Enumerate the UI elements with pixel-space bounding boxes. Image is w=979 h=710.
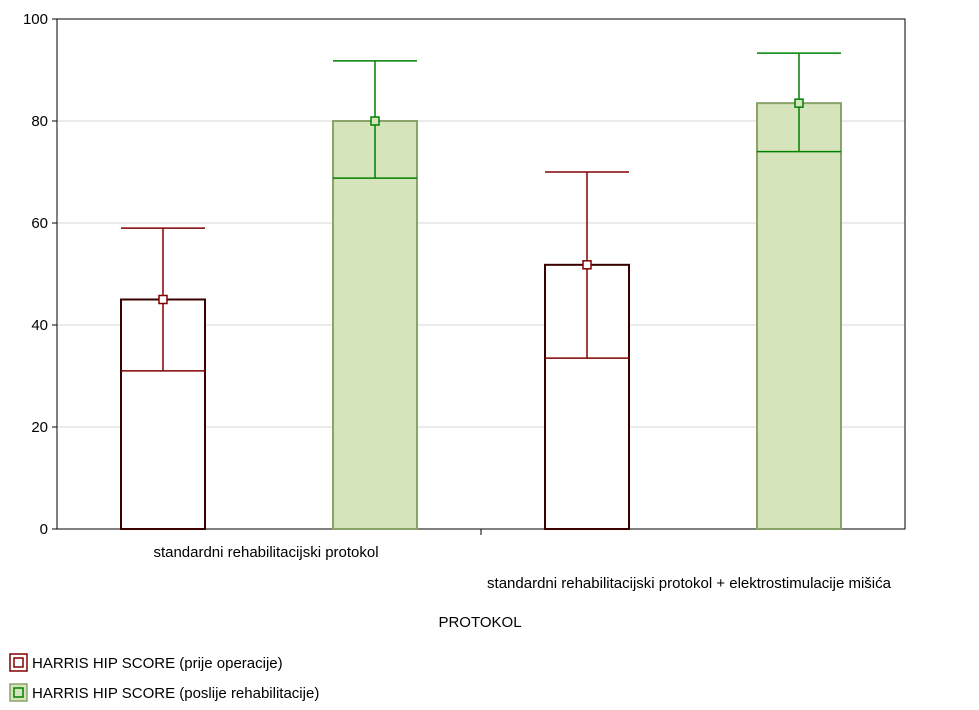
- legend-swatch-1: [9, 683, 28, 702]
- bar: [756, 102, 842, 531]
- legend-swatch-0: [9, 653, 28, 672]
- mean-marker: [370, 116, 380, 126]
- legend-label-1: HARRIS HIP SCORE (poslije rehabilitacije…: [32, 685, 319, 702]
- mean-marker: [158, 294, 168, 305]
- y-axis: 0 20 40 60 80 100: [23, 11, 57, 538]
- y-tick-label: 80: [31, 113, 48, 130]
- y-tick-label: 0: [40, 521, 48, 538]
- y-tick-label: 40: [31, 317, 48, 334]
- category-label-1: standardni rehabilitacijski protokol + e…: [487, 575, 892, 592]
- bars: [120, 52, 842, 531]
- x-axis-title: PROTOKOL: [438, 614, 521, 631]
- category-label-0: standardni rehabilitacijski protokol: [153, 544, 378, 561]
- y-tick-label: 20: [31, 419, 48, 436]
- legend: HARRIS HIP SCORE (prije operacije) HARRI…: [9, 653, 319, 702]
- legend-marker-1: [13, 687, 24, 698]
- legend-label-0: HARRIS HIP SCORE (prije operacije): [32, 655, 283, 672]
- y-tick-label: 100: [23, 11, 48, 28]
- mean-marker: [794, 98, 804, 108]
- mean-marker: [582, 260, 592, 270]
- legend-marker-0: [13, 657, 24, 668]
- y-tick-label: 60: [31, 215, 48, 232]
- bar: [332, 120, 418, 530]
